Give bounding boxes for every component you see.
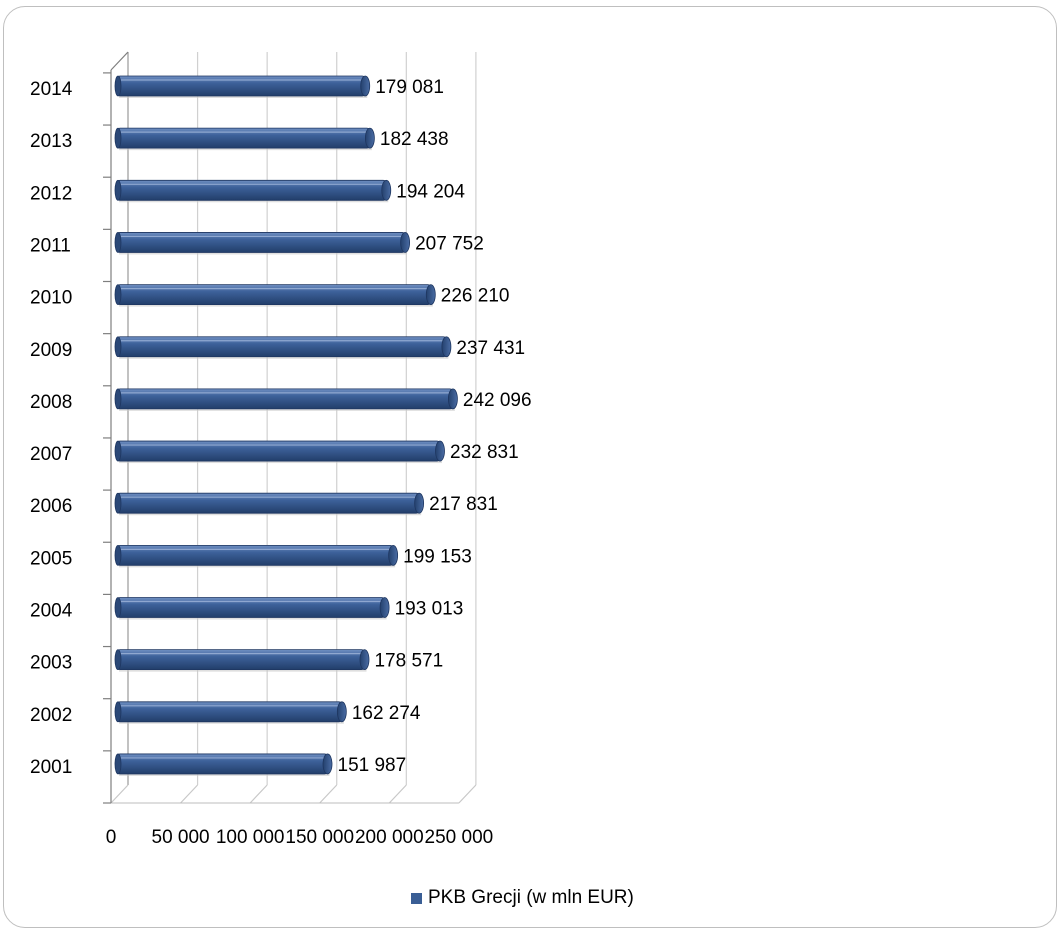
legend-swatch — [411, 892, 422, 904]
x-tick-label: 50 000 — [152, 827, 210, 848]
data-label: 182 438 — [380, 129, 449, 150]
floor-gridline — [110, 784, 129, 804]
y-tick-label: 2009 — [30, 340, 72, 361]
bar-2011 — [114, 232, 411, 255]
bar-2001 — [114, 753, 333, 776]
data-label: 151 987 — [338, 755, 407, 776]
data-label: 242 096 — [463, 390, 532, 411]
floor-gridline — [388, 784, 407, 804]
data-label: 193 013 — [395, 599, 464, 620]
bar-2006 — [114, 492, 425, 516]
bar-2003 — [114, 649, 370, 672]
y-tick-label: 2001 — [30, 757, 72, 778]
data-label: 207 752 — [415, 233, 484, 254]
bar-2014 — [114, 75, 371, 98]
bar-2007 — [114, 440, 445, 464]
y-tick-label: 2014 — [30, 79, 73, 100]
x-tick-label: 0 — [106, 827, 117, 848]
x-tick-label: 150 000 — [285, 827, 354, 848]
y-tick-label: 2007 — [30, 444, 72, 465]
y-tick-label: 2002 — [30, 705, 72, 726]
floor-gridline — [249, 784, 268, 804]
y-tick-label: 2011 — [30, 235, 71, 256]
floor-gridline — [458, 784, 477, 804]
bar-2010 — [114, 284, 436, 307]
data-label: 226 210 — [441, 286, 510, 307]
y-tick-label: 2010 — [30, 288, 72, 309]
floor-gridline — [180, 784, 199, 804]
bar-2009 — [114, 336, 452, 359]
data-label: 194 204 — [396, 181, 465, 202]
bar-2005 — [114, 544, 399, 568]
bar-2008 — [114, 388, 458, 411]
bar-2004 — [114, 597, 390, 620]
y-tick-label: 2013 — [30, 131, 72, 152]
y-tick-label: 2004 — [30, 601, 73, 622]
data-label: 178 571 — [374, 651, 443, 672]
bar-2012 — [114, 179, 392, 203]
x-tick-label: 100 000 — [216, 827, 285, 848]
y-tick-label: 2012 — [30, 183, 72, 204]
y-tick-label: 2008 — [30, 392, 72, 413]
data-label: 237 431 — [456, 338, 525, 359]
data-label: 217 831 — [429, 494, 498, 515]
data-label: 162 274 — [352, 703, 421, 724]
floor-gridline — [319, 784, 338, 804]
data-label: 179 081 — [375, 77, 444, 98]
x-tick-label: 250 000 — [425, 827, 494, 848]
y-tick-label: 2006 — [30, 496, 72, 517]
bar-2013 — [114, 127, 375, 151]
data-label: 232 831 — [450, 442, 519, 463]
y-tick-label: 2003 — [30, 653, 72, 674]
legend: PKB Grecji (w mln EUR) — [411, 887, 634, 909]
y-tick-label: 2005 — [30, 548, 72, 569]
data-label: 199 153 — [403, 546, 472, 567]
legend-label: PKB Grecji (w mln EUR) — [428, 887, 634, 908]
bar-2002 — [114, 701, 347, 724]
x-tick-label: 200 000 — [355, 827, 424, 848]
